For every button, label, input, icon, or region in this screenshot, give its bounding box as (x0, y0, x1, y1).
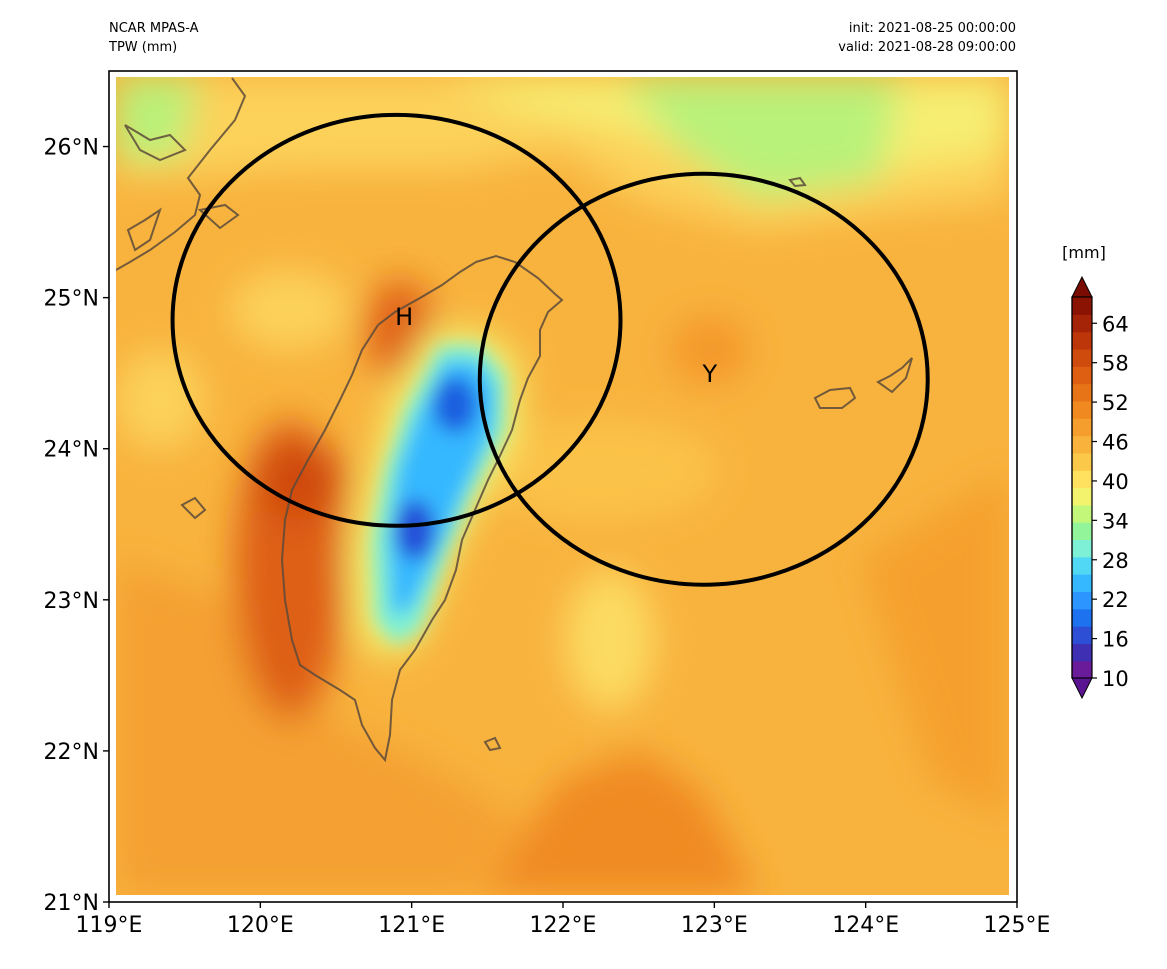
x-tick-label: 119°E (76, 913, 143, 938)
field-name: TPW (mm) (109, 40, 178, 55)
x-tick-label: 121°E (378, 913, 445, 938)
x-tick-label: 124°E (832, 913, 899, 938)
header-right: init: 2021-08-25 00:00:00 valid: 2021-08… (838, 19, 1016, 57)
colorbar-bin (1072, 522, 1092, 541)
colorbar-unit: [mm] (1062, 243, 1106, 262)
y-tick-label: 25°N (44, 287, 99, 312)
init-time: init: 2021-08-25 00:00:00 (848, 21, 1016, 36)
x-tick-label: 123°E (681, 913, 748, 938)
header-left: NCAR MPAS-A TPW (mm) (109, 19, 199, 57)
colorbar-bin (1072, 487, 1092, 506)
y-tick-label: 26°N (44, 136, 99, 161)
colorbar-bin (1072, 366, 1092, 385)
colorbar-tick-label: 22 (1102, 588, 1129, 612)
coastlines (116, 77, 913, 763)
colorbar-bin (1072, 574, 1092, 593)
taiwan-coast (280, 254, 564, 763)
colorbar-bin (1072, 435, 1092, 454)
colorbar-tick-label: 16 (1102, 628, 1129, 652)
lanyu-island (483, 736, 502, 752)
y-tick-label: 24°N (44, 438, 99, 463)
colorbar-bin (1072, 504, 1092, 523)
colorbar-bin (1072, 331, 1092, 350)
x-tick-label: 125°E (984, 913, 1051, 938)
region-circles (170, 112, 930, 587)
y-tick-label: 23°N (44, 589, 99, 614)
colorbar-tick-label: 40 (1102, 470, 1129, 494)
colorbar-bin (1072, 626, 1092, 644)
x-axis: 119°E 120°E 121°E 122°E 123°E 124°E 125°E (76, 902, 1051, 938)
tpw-field (116, 77, 1009, 895)
marker-label-y: Y (701, 360, 717, 388)
region-circle (170, 112, 623, 528)
model-name: NCAR MPAS-A (109, 21, 199, 36)
colorbar-tick-label: 10 (1102, 667, 1129, 691)
colorbar-extend-max (1071, 275, 1093, 298)
y-tick-label: 21°N (44, 891, 99, 916)
colorbar-bin (1072, 297, 1092, 315)
ryukyu-islet (788, 176, 807, 188)
colorbar-extend-min (1071, 677, 1093, 700)
y-tick-label: 22°N (44, 740, 99, 765)
china-coast (116, 77, 247, 271)
colorbar-bin (1072, 556, 1092, 575)
colorbar-tick-label: 58 (1102, 352, 1129, 376)
colorbar-tick-label: 34 (1102, 509, 1129, 533)
y-axis: 21°N 22°N 23°N 24°N 25°N 26°N (44, 136, 109, 916)
valid-time: valid: 2021-08-28 09:00:00 (838, 40, 1016, 55)
colorbar-bin (1072, 314, 1092, 333)
colorbar-bin (1072, 539, 1092, 558)
colorbar-bin (1072, 452, 1092, 471)
colorbar-bin (1072, 591, 1092, 610)
markers: HY (395, 303, 717, 388)
colorbar-bin (1072, 608, 1092, 627)
colorbar-bin (1072, 660, 1092, 679)
marker-label-h: H (395, 303, 413, 331)
colorbar-bin (1072, 643, 1092, 662)
colorbar-bin (1072, 470, 1092, 489)
colorbar-tick-label: 64 (1102, 312, 1129, 336)
colorbar-tick-label: 52 (1102, 391, 1129, 415)
penghu-islands (180, 496, 207, 520)
colorbar-bin (1072, 400, 1092, 419)
colorbar-tick-label: 28 (1102, 549, 1129, 573)
x-tick-label: 120°E (227, 913, 294, 938)
colorbar: 64 58 52 46 40 34 28 22 16 10 (1071, 275, 1129, 700)
colorbar-bin (1072, 418, 1092, 437)
colorbar-bin (1072, 383, 1092, 402)
colorbar-frame (1071, 296, 1093, 679)
yaeyama-islands (813, 357, 913, 409)
colorbar-tick-label: 46 (1102, 431, 1129, 455)
region-circle (477, 171, 930, 587)
colorbar-bin (1072, 348, 1092, 367)
x-tick-label: 122°E (530, 913, 597, 938)
